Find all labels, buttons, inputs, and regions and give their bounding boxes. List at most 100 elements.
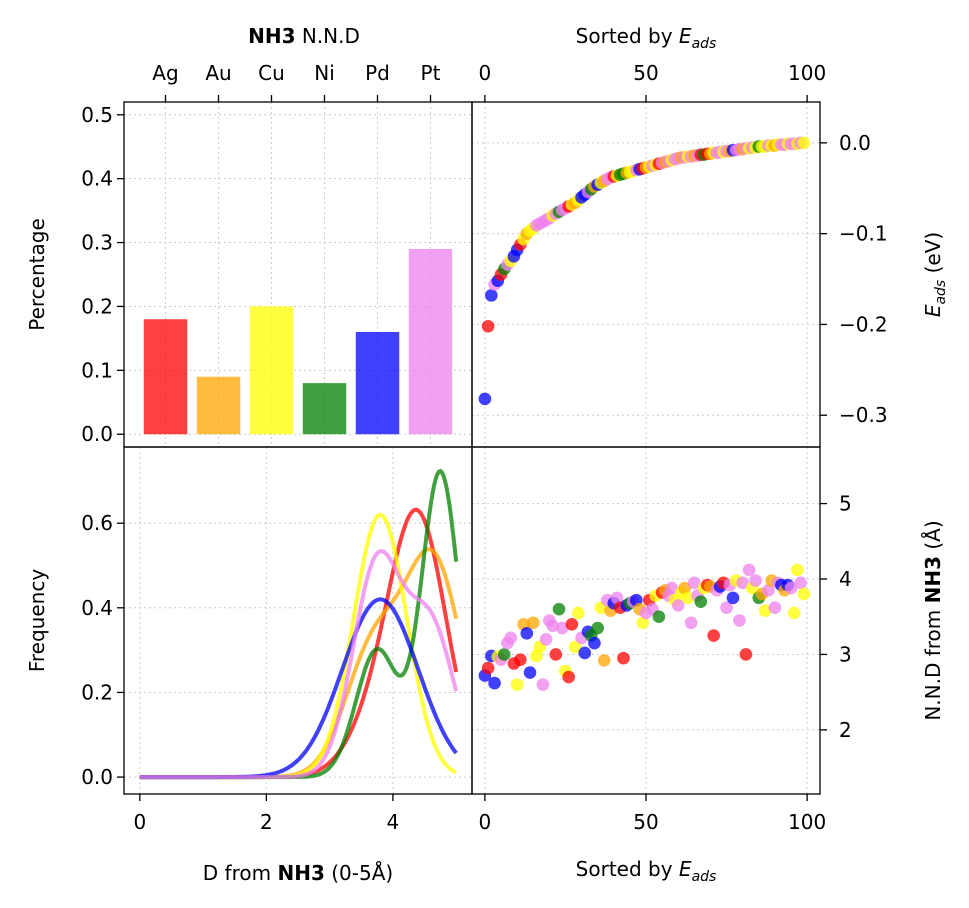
y-tick-label: 0.3 (81, 231, 113, 255)
x-tick-label: 50 (633, 61, 658, 85)
scatter-point (504, 631, 517, 645)
y-tick-label: 0.0 (81, 765, 113, 789)
scatter-point (768, 601, 782, 614)
scatter-point (526, 616, 540, 630)
scatter-point (707, 629, 720, 642)
scatter-point (510, 678, 524, 691)
scatter-point (610, 591, 624, 605)
scatter-point (636, 616, 650, 630)
scatter-point (652, 610, 666, 624)
y-tick-label: 0.0 (839, 131, 871, 155)
scatter-point (791, 563, 804, 577)
scatter-point (514, 653, 527, 667)
scatter-point (485, 289, 498, 302)
scatter-point (523, 666, 537, 679)
y-axis-label: Frequency (25, 569, 49, 672)
x-tick-label: 0 (479, 810, 492, 834)
x-tick-label: 100 (788, 61, 826, 85)
scatter-point (681, 591, 695, 605)
scatter-point (797, 587, 811, 601)
scatter-point (481, 319, 495, 333)
scatter-point (665, 581, 679, 595)
y-tick-label: 0.5 (81, 103, 113, 127)
category-label: Cu (258, 61, 285, 85)
scatter-point (546, 619, 559, 633)
scatter-point (762, 584, 775, 597)
scatter-point (678, 581, 691, 595)
x-axis-label: D from NH3 (0-5Å) (203, 861, 393, 885)
y-tick-label: −0.3 (839, 403, 888, 427)
bar-cu (249, 306, 294, 435)
x-tick-label: 50 (633, 810, 658, 834)
scatter-point (591, 621, 604, 635)
scatter-point (794, 576, 807, 590)
y-axis-label: N.N.D from NH3 (Å) (921, 520, 945, 720)
scatter-point (797, 136, 811, 150)
y-tick-label: 0.0 (81, 422, 113, 446)
scatter-point (568, 640, 582, 654)
x-tick-label: 2 (260, 810, 273, 834)
top-axis-title: NH3 N.N.D (248, 24, 360, 48)
scatter-point (739, 648, 753, 661)
scatter-point (478, 392, 492, 406)
y-tick-label: 0.4 (81, 596, 113, 620)
scatter-point (588, 636, 601, 650)
scatter-point (549, 648, 563, 661)
category-label: Ag (152, 61, 178, 85)
panel-frame (123, 446, 473, 795)
x-axis-label: Sorted by Eads (576, 857, 717, 885)
scatter-point (597, 654, 611, 667)
kde-line (139, 549, 459, 780)
bar-pd (355, 332, 400, 435)
x-tick-label: 4 (387, 810, 400, 834)
bar-series (143, 248, 453, 435)
category-label: Pd (365, 61, 390, 85)
scatter-point (497, 648, 511, 661)
y-tick-label: 0.2 (81, 680, 113, 704)
scatter-point (688, 576, 701, 590)
y-tick-label: 3 (839, 642, 852, 666)
panel-frame (471, 446, 821, 795)
scatter-point (539, 633, 553, 646)
y-tick-label: 0.2 (81, 294, 113, 318)
y-tick-label: −0.2 (839, 312, 888, 336)
y-tick-label: 2 (839, 718, 852, 742)
kde-lines (139, 468, 459, 780)
eads-scatter (478, 136, 811, 406)
scatter-point (617, 651, 630, 665)
scatter-point (481, 661, 495, 675)
scatter-point (520, 627, 534, 640)
bar-au (196, 376, 241, 435)
scatter-point (536, 678, 550, 691)
scatter-point (671, 599, 685, 612)
x-tick-label: 0 (479, 61, 492, 85)
x-tick-label: 0 (133, 810, 146, 834)
y-tick-label: 5 (839, 492, 852, 516)
scatter-point (694, 595, 708, 608)
scatter-point (720, 601, 733, 614)
scatter-point (742, 563, 756, 577)
scatter-point (784, 581, 798, 595)
top-axis-title-rest: N.N.D (296, 24, 360, 48)
scatter-point (726, 591, 740, 605)
category-label: Pt (421, 61, 441, 85)
y-tick-label: −0.1 (839, 222, 888, 246)
top-axis-title: Sorted by Eads (576, 24, 717, 52)
scatter-point (488, 676, 501, 690)
y-axis-label: Eads (eV) (921, 232, 949, 317)
top-axis-title-bold: NH3 (248, 24, 295, 48)
y-axis-label: Percentage (25, 218, 49, 331)
scatter-point (565, 617, 579, 631)
scatter-point (684, 616, 698, 630)
y-tick-label: 0.6 (81, 511, 113, 535)
scatter-point (562, 670, 575, 684)
nnd-scatter (478, 563, 811, 691)
scatter-point (555, 621, 569, 635)
scatter-point (787, 606, 801, 620)
scatter-point (578, 646, 592, 660)
scatter-point (552, 602, 566, 616)
x-tick-label: 100 (788, 810, 826, 834)
category-label: Ni (314, 61, 335, 85)
scatter-point (572, 606, 585, 620)
